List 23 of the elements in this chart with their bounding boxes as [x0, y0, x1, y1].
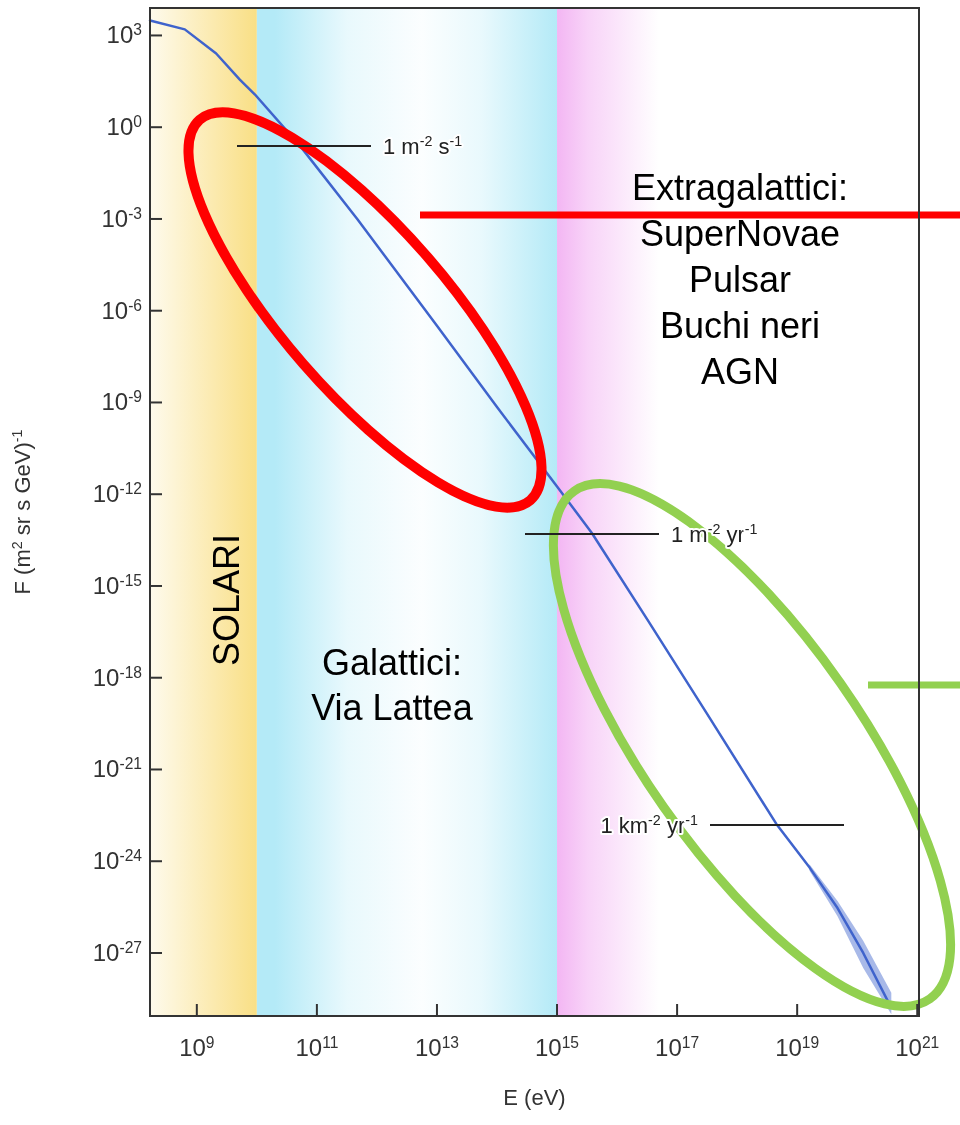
annotation: Extragalattici: SuperNovae Pulsar Buchi neri AGN	[631, 167, 849, 392]
y-tick-label: 10$^{0}$	[106, 112, 143, 141]
y-tick-label: 10$^{-3}$	[101, 204, 142, 232]
y-tick-label: 10$^{3}$	[106, 20, 142, 49]
x-axis-title: E (eV)	[503, 1085, 566, 1110]
y-tick-label: 10$^{-15}$	[92, 571, 143, 599]
x-tick-label: 10$^{15}$	[535, 1033, 580, 1061]
y-tick-label: 10$^{-9}$	[101, 387, 142, 416]
band-label: SOLARI	[205, 533, 247, 667]
x-tick-label: 10$^{13}$	[414, 1033, 459, 1061]
band-label: Galattici: Via Lattea	[311, 642, 474, 728]
y-tick-label: 10$^{-12}$	[92, 479, 142, 508]
y-tick-label: 10$^{-18}$	[92, 663, 142, 691]
y-tick-label: 10$^{-6}$	[101, 296, 142, 324]
y-tick-label: 10$^{-27}$	[92, 938, 142, 966]
x-tick-label: 10$^{9}$	[179, 1033, 215, 1061]
x-tick-label: 10$^{21}$	[895, 1033, 940, 1061]
y-tick-label: 10$^{-24}$	[92, 846, 143, 875]
x-tick-label: 10$^{19}$	[775, 1033, 820, 1061]
x-tick-label: 10$^{17}$	[655, 1033, 700, 1061]
y-tick-label: 10$^{-21}$	[92, 754, 142, 783]
x-tick-label: 10$^{11}$	[295, 1033, 339, 1061]
annotation: 1 m$^{-2}$ s$^{-1}$	[383, 133, 463, 159]
